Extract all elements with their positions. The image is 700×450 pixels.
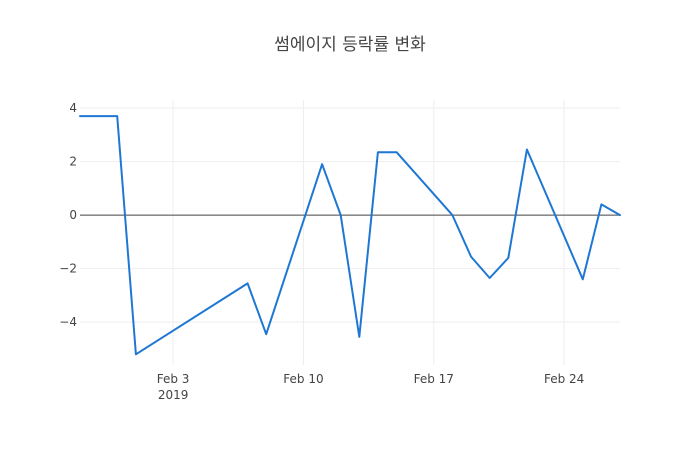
x-tick-label: Feb 10 [283,372,323,386]
series-group [79,115,621,356]
x-year-label: 2019 [158,388,189,402]
chart-title: 썸에이지 등락률 변화 [274,35,426,55]
y-tick-label: 4 [69,101,77,115]
x-tick-label: Feb 17 [414,372,454,386]
y-tick-label: 2 [69,155,77,169]
x-axis-ticks: Feb 3 2019 Feb 10 Feb 17 Feb 24 [157,372,585,402]
y-tick-label: −4 [59,315,77,329]
x-tick-label: Feb 24 [544,372,584,386]
gridlines [80,100,620,365]
y-tick-label: 0 [69,208,77,222]
x-tick-label: Feb 3 [157,372,190,386]
series-line [79,115,621,356]
y-axis-ticks: 4 2 0 −2 −4 [59,101,77,329]
y-tick-label: −2 [59,262,77,276]
